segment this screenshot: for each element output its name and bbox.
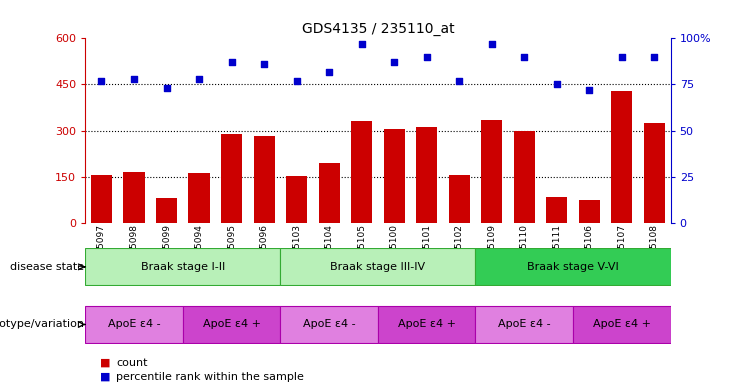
Point <box>225 59 237 65</box>
Point <box>356 41 368 47</box>
Point <box>258 61 270 67</box>
Point <box>323 68 335 74</box>
Bar <box>384 129 405 223</box>
Bar <box>85 306 183 343</box>
Point <box>616 54 628 60</box>
Bar <box>124 172 144 223</box>
Bar <box>91 175 112 223</box>
Bar <box>514 131 535 223</box>
Text: Braak stage III-IV: Braak stage III-IV <box>330 262 425 272</box>
Text: ApoE ε4 -: ApoE ε4 - <box>498 319 551 329</box>
Bar <box>481 120 502 223</box>
Point <box>388 59 400 65</box>
Bar <box>611 91 632 223</box>
Point <box>583 87 595 93</box>
Text: ApoE ε4 +: ApoE ε4 + <box>202 319 261 329</box>
Point <box>421 54 433 60</box>
Bar <box>85 248 280 285</box>
Bar <box>476 248 671 285</box>
Point <box>193 76 205 82</box>
Title: GDS4135 / 235110_at: GDS4135 / 235110_at <box>302 22 454 36</box>
Point <box>453 78 465 84</box>
Point <box>518 54 530 60</box>
Bar <box>476 306 573 343</box>
Text: percentile rank within the sample: percentile rank within the sample <box>116 372 305 382</box>
Bar <box>448 175 470 223</box>
Bar <box>573 306 671 343</box>
Text: Braak stage I-II: Braak stage I-II <box>141 262 225 272</box>
Point <box>290 78 302 84</box>
Bar <box>253 136 275 223</box>
Point <box>648 54 660 60</box>
Bar <box>221 134 242 223</box>
Point <box>551 81 562 88</box>
Point <box>161 85 173 91</box>
Text: ApoE ε4 +: ApoE ε4 + <box>398 319 456 329</box>
Bar <box>319 163 339 223</box>
Point <box>128 76 140 82</box>
Point <box>96 78 107 84</box>
Bar <box>378 306 476 343</box>
Text: ApoE ε4 -: ApoE ε4 - <box>303 319 356 329</box>
Text: ApoE ε4 +: ApoE ε4 + <box>593 319 651 329</box>
Point <box>486 41 498 47</box>
Bar <box>579 200 600 223</box>
Bar <box>286 176 308 223</box>
Bar <box>183 306 280 343</box>
Bar <box>546 197 568 223</box>
Bar <box>416 127 437 223</box>
Text: Braak stage V-VI: Braak stage V-VI <box>527 262 619 272</box>
Text: count: count <box>116 358 148 368</box>
Text: disease state: disease state <box>10 262 84 272</box>
Bar <box>351 121 372 223</box>
Bar <box>156 198 177 223</box>
Bar <box>280 248 476 285</box>
Text: ApoE ε4 -: ApoE ε4 - <box>107 319 160 329</box>
Bar <box>280 306 378 343</box>
Text: ■: ■ <box>100 358 110 368</box>
Text: ■: ■ <box>100 372 110 382</box>
Text: genotype/variation: genotype/variation <box>0 319 84 329</box>
Bar <box>188 173 210 223</box>
Bar <box>644 124 665 223</box>
